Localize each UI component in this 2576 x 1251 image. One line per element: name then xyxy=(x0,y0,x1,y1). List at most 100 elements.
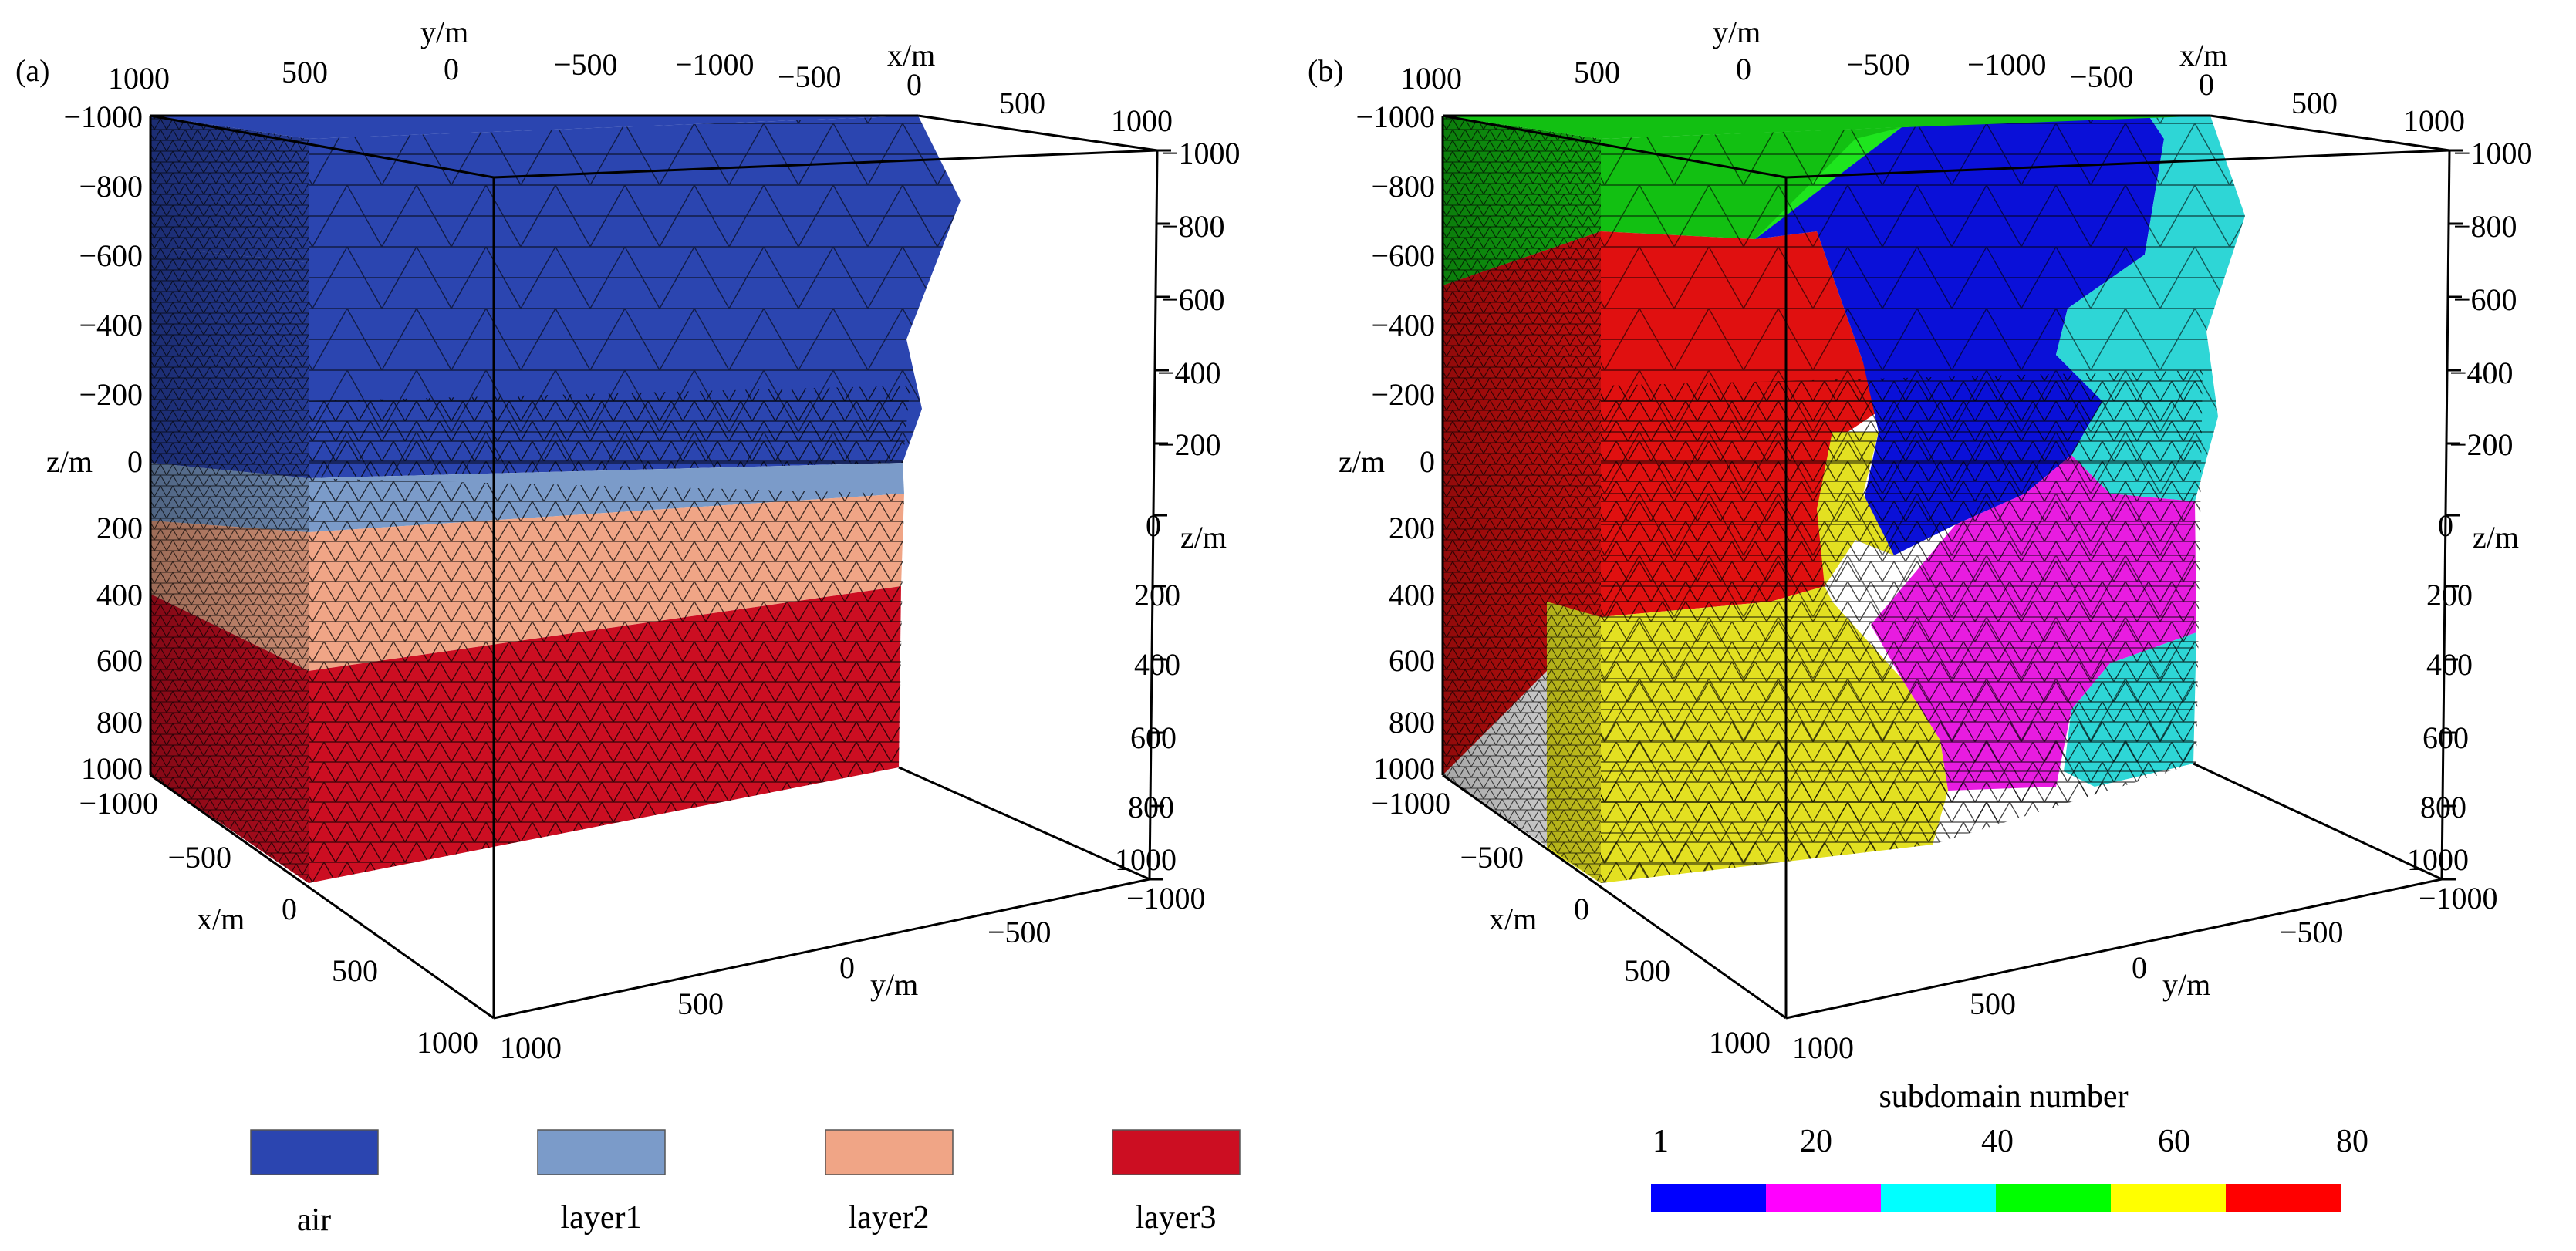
panel-label: (b) xyxy=(1308,53,1344,88)
tick-label: 1000 xyxy=(500,1030,562,1065)
x-top-ticks: −500 0 500 1000 xyxy=(778,59,1173,138)
colorbar-ticks: 1 20 40 60 80 xyxy=(1653,1124,2368,1159)
mesh-top-face xyxy=(150,116,918,139)
z-right-tickmarks xyxy=(1150,149,1171,881)
legend-swatch xyxy=(825,1129,954,1175)
tick-label: −1000 xyxy=(1356,99,1435,134)
tick-label: −1000 xyxy=(2453,136,2533,170)
y-bottom-title: y/m xyxy=(870,967,918,1002)
tick-label: 500 xyxy=(332,953,378,988)
legend-swatch xyxy=(537,1129,666,1175)
tick-label: −200 xyxy=(1157,427,1221,462)
panel-b: (b) xyxy=(1308,15,2533,1065)
legend-item-layer1: layer1 xyxy=(537,1129,666,1236)
tick-label: 0 xyxy=(1146,508,1161,543)
tick-label: 500 xyxy=(2291,86,2338,120)
tick-label: −1000 xyxy=(1161,136,1241,170)
tick-label: 600 xyxy=(2422,720,2469,755)
tick-label: 500 xyxy=(1574,55,1620,89)
tick-label: −1000 xyxy=(675,47,755,82)
tick-label: 0 xyxy=(2199,67,2214,102)
tick-label: 0 xyxy=(2438,508,2453,543)
colorbar: subdomain number 1 20 40 60 80 xyxy=(1651,1079,2368,1212)
legend-swatch xyxy=(250,1129,379,1175)
x-bottom-ticks: −1000 −500 0 500 1000 xyxy=(1371,786,1771,1060)
z-right-title: z/m xyxy=(1180,520,1227,555)
tick-label: −500 xyxy=(778,59,842,94)
z-left-ticks: −1000 −800 −600 −400 −200 0 200 400 600 … xyxy=(63,99,143,786)
mesh-side-face xyxy=(1443,116,1601,883)
tick-label: −1000 xyxy=(79,786,158,821)
tick-label: −500 xyxy=(1846,47,1910,82)
tick-label: 400 xyxy=(1389,578,1435,612)
y-top-ticks: 1000 500 0 −500 −1000 xyxy=(108,47,755,96)
y-top-title: y/m xyxy=(1713,15,1761,49)
tick-label: −800 xyxy=(2453,209,2517,244)
tick-label: 1000 xyxy=(1115,842,1177,877)
tick-label: 500 xyxy=(677,986,724,1021)
tick-label: 500 xyxy=(1970,986,2016,1021)
tick-label: 800 xyxy=(2420,790,2466,824)
tick-label: 1000 xyxy=(1400,61,1462,96)
tick-label: 800 xyxy=(1128,790,1174,824)
tick-label: 500 xyxy=(1624,953,1670,988)
axes-box xyxy=(1441,114,2451,1020)
mesh-top-face xyxy=(1443,116,2210,139)
legend-label: layer3 xyxy=(1136,1200,1217,1236)
colorbar-title: subdomain number xyxy=(1879,1079,2128,1114)
legend-label: layer1 xyxy=(561,1200,642,1236)
y-bottom-title: y/m xyxy=(2162,967,2210,1002)
legend-item-layer3: layer3 xyxy=(1112,1129,1241,1236)
x-bottom-ticks: −1000 −500 0 500 1000 xyxy=(79,786,478,1060)
z-left-title: z/m xyxy=(46,444,93,479)
tick-label: 200 xyxy=(1389,511,1435,545)
mesh-side-face xyxy=(150,116,309,883)
tick-label: 400 xyxy=(1134,647,1180,682)
tick-label: −1000 xyxy=(1371,786,1450,821)
tick-label: 1000 xyxy=(417,1025,478,1060)
tick-label: 1000 xyxy=(108,61,170,96)
tick-label: 0 xyxy=(1420,444,1435,479)
y-top-title: y/m xyxy=(420,15,468,49)
tick-label: −500 xyxy=(988,915,1052,949)
tick-label: −1000 xyxy=(1126,881,1206,915)
tick-label: 600 xyxy=(1389,643,1435,678)
tick-label: −1000 xyxy=(1967,47,2047,82)
tick-label: −800 xyxy=(1371,169,1435,204)
tick-label: 0 xyxy=(2132,950,2147,985)
tick-label: 40 xyxy=(1981,1124,2014,1159)
z-right-tickmarks xyxy=(2442,149,2463,881)
tick-label: −200 xyxy=(1371,377,1435,412)
tick-label: 0 xyxy=(282,892,297,926)
tick-label: 1000 xyxy=(1792,1030,1854,1065)
tick-label: 1000 xyxy=(81,751,143,786)
x-bottom-title: x/m xyxy=(197,902,245,936)
tick-label: 1 xyxy=(1653,1124,1669,1159)
colorbar-segment xyxy=(2111,1184,2226,1212)
tick-label: 0 xyxy=(906,67,922,102)
z-left-title: z/m xyxy=(1339,444,1385,479)
tick-label: 600 xyxy=(1130,720,1177,755)
tick-label: −400 xyxy=(2449,356,2514,390)
x-top-title: x/m xyxy=(887,38,935,72)
tick-label: −200 xyxy=(79,377,143,412)
tick-label: −200 xyxy=(2449,427,2514,462)
tick-label: 800 xyxy=(96,705,143,740)
colorbar-segment xyxy=(1651,1184,1766,1212)
tick-label: −800 xyxy=(79,169,143,204)
legend-label: layer2 xyxy=(849,1200,930,1236)
legend-swatch xyxy=(1112,1129,1241,1175)
tick-label: 400 xyxy=(96,578,143,612)
tick-label: 1000 xyxy=(1373,751,1435,786)
tick-label: −500 xyxy=(1460,840,1524,875)
tick-label: 0 xyxy=(839,950,855,985)
tick-label: 0 xyxy=(1574,892,1589,926)
tick-label: −600 xyxy=(79,238,143,273)
tick-label: 400 xyxy=(2426,647,2473,682)
axes-box xyxy=(149,114,1159,1020)
mesh-front-face xyxy=(1601,116,2245,883)
tick-label: 1000 xyxy=(1709,1025,1771,1060)
tick-label: 60 xyxy=(2158,1124,2190,1159)
tick-label: −400 xyxy=(79,308,143,342)
